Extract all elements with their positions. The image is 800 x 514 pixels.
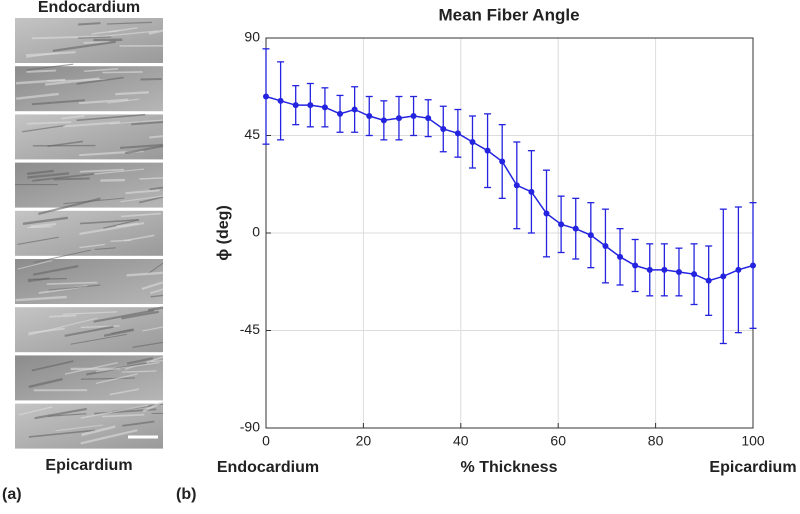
data-point <box>440 126 446 132</box>
x-tick-label: 40 <box>453 433 469 449</box>
data-point <box>307 102 313 108</box>
panel-a-bottom-label: Epicardium <box>45 457 132 474</box>
x-tick-label: 60 <box>550 433 566 449</box>
x-end-label: Endocardium <box>217 459 319 476</box>
data-point <box>735 267 741 273</box>
y-tick-label: 45 <box>244 126 260 142</box>
data-point <box>411 113 417 119</box>
data-point <box>573 226 579 232</box>
data-line <box>266 97 753 281</box>
data-point <box>499 159 505 165</box>
data-point <box>337 111 343 117</box>
data-point <box>263 94 269 100</box>
data-point <box>661 267 667 273</box>
y-tick-label: -45 <box>240 321 260 337</box>
tissue-strip <box>15 259 163 304</box>
tissue-strip <box>15 355 163 400</box>
x-end-label: Epicardium <box>709 459 796 476</box>
tissue-fiber <box>149 136 163 137</box>
y-tick-label: -90 <box>240 419 260 435</box>
data-point <box>588 232 594 238</box>
data-point <box>322 104 328 110</box>
data-point <box>366 113 372 119</box>
data-point <box>706 278 712 284</box>
data-point <box>750 263 756 269</box>
data-point <box>293 102 299 108</box>
tissue-strip <box>15 114 163 159</box>
data-point <box>720 273 726 279</box>
data-point <box>485 148 491 154</box>
panel-b-label: (b) <box>176 486 196 503</box>
data-point <box>647 267 653 273</box>
x-tick-label: 20 <box>356 433 372 449</box>
data-point <box>469 139 475 145</box>
x-axis-label: % Thickness <box>461 459 558 476</box>
data-point <box>381 117 387 123</box>
data-point <box>278 98 284 104</box>
y-tick-label: 90 <box>244 29 260 45</box>
data-point <box>528 189 534 195</box>
tissue-fiber <box>27 71 56 72</box>
chart-title: Mean Fiber Angle <box>438 5 579 24</box>
data-point <box>558 221 564 227</box>
data-point <box>602 243 608 249</box>
panel-a-top-label: Endocardium <box>38 0 140 16</box>
data-point <box>514 182 520 188</box>
data-point <box>676 269 682 275</box>
tissue-images <box>15 18 163 449</box>
tissue-fiber <box>78 23 100 24</box>
data-point <box>425 115 431 121</box>
data-point <box>632 263 638 269</box>
data-point <box>352 107 358 113</box>
data-point <box>396 115 402 121</box>
data-point <box>455 130 461 136</box>
data-point <box>544 211 550 217</box>
tissue-fiber <box>102 72 142 73</box>
tissue-fiber <box>49 316 76 317</box>
x-tick-label: 80 <box>648 433 664 449</box>
x-tick-label: 100 <box>741 433 765 449</box>
data-point <box>617 254 623 260</box>
plot: -90 -45 0 45 90 0 20 40 60 80 100 <box>240 29 765 449</box>
y-tick-label: 0 <box>252 224 260 240</box>
y-axis-label: ϕ (deg) <box>215 205 232 261</box>
panel-a-label: (a) <box>2 486 22 503</box>
tissue-fiber <box>100 180 124 181</box>
data-point <box>691 271 697 277</box>
x-tick-label: 0 <box>262 433 270 449</box>
